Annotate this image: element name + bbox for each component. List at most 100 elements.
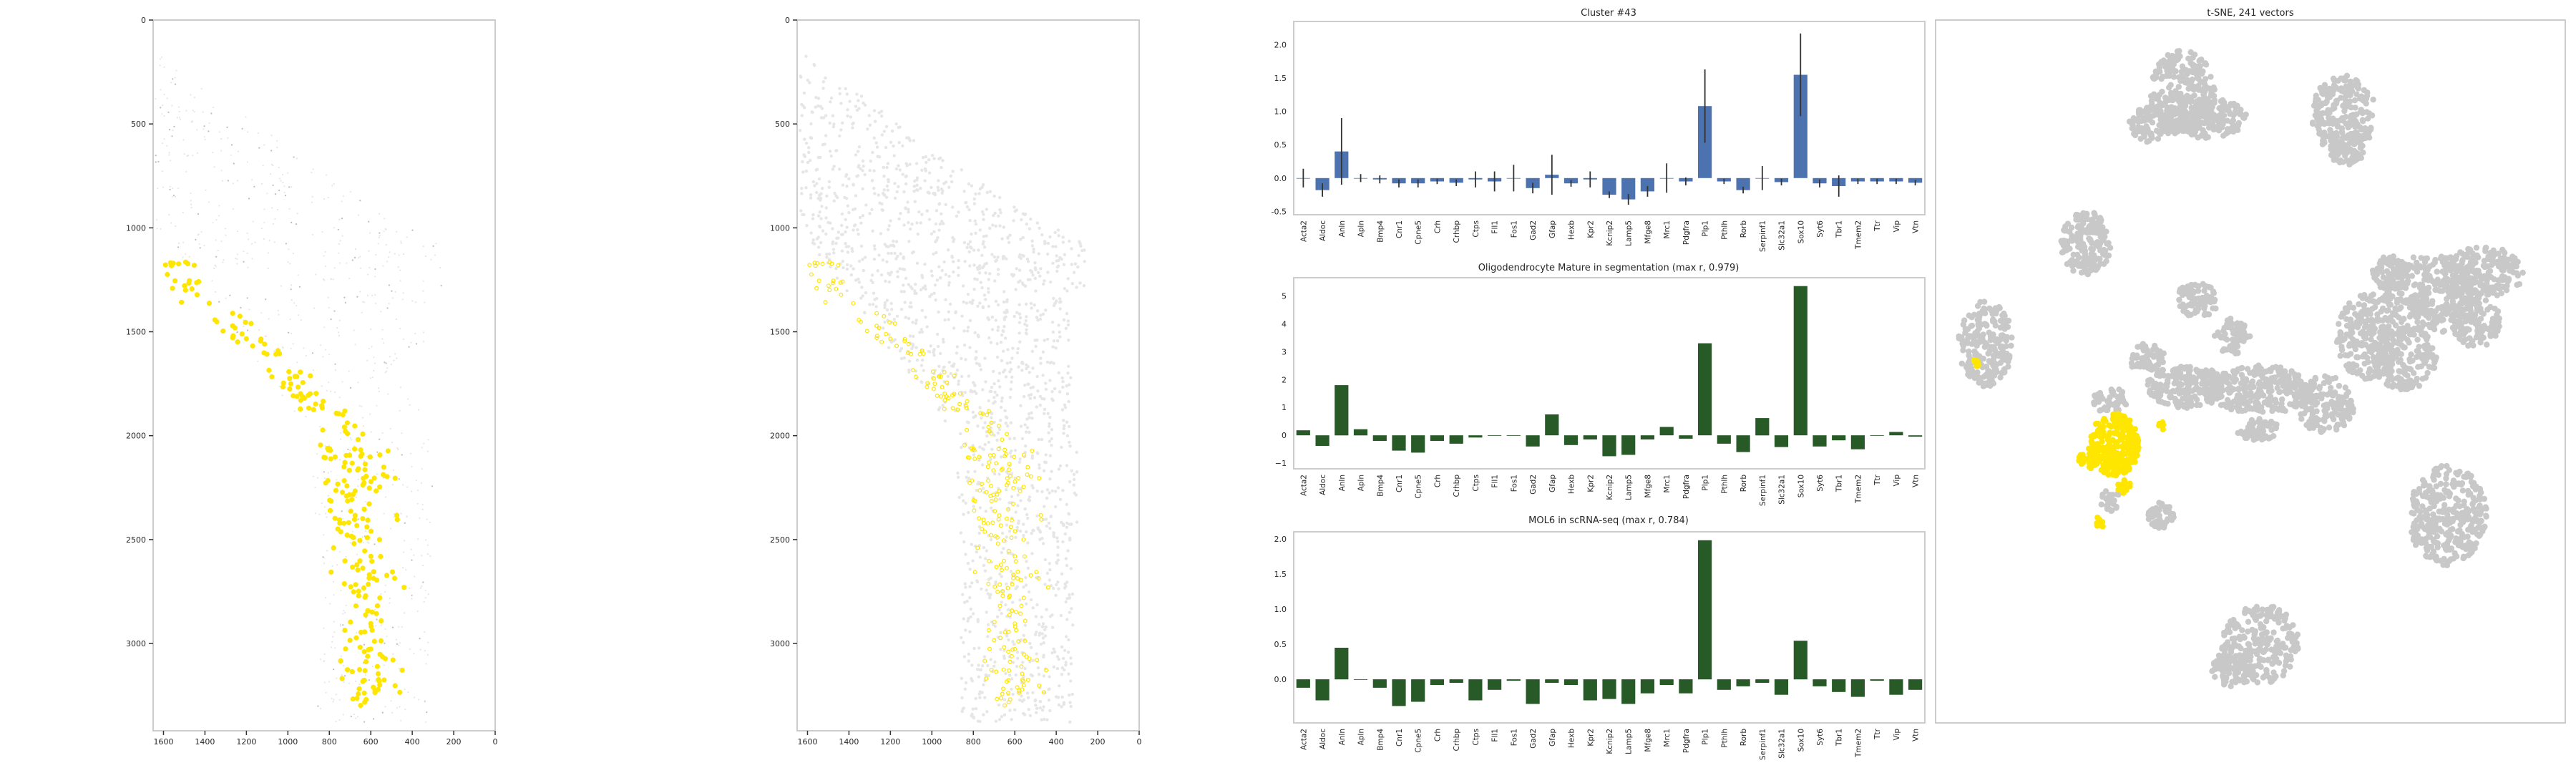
tsne-point (1981, 298, 1988, 305)
tissue-cell (1038, 633, 1041, 637)
tissue-cell (947, 185, 951, 189)
tissue-cell (996, 329, 1000, 332)
highlighted-cell (378, 638, 384, 644)
y-tick-label: 5 (1282, 291, 1287, 301)
y-tick-label: 1 (1282, 403, 1287, 412)
tissue-cell (851, 249, 854, 253)
bar (1679, 679, 1693, 694)
tissue-cell (973, 331, 977, 334)
highlighted-segment (1021, 537, 1026, 542)
highlighted-segment (977, 488, 982, 493)
x-tick-label: Plp1 (1702, 220, 1710, 237)
tissue-cell (825, 194, 829, 198)
x-tick-label: Apln (1357, 729, 1366, 745)
tissue-cell (1056, 264, 1060, 268)
tissue-cell (1048, 709, 1052, 713)
tissue-cell (422, 245, 424, 248)
highlighted-cell (176, 261, 182, 267)
bar (1755, 679, 1770, 683)
tissue-cell (389, 356, 391, 358)
highlighted-cell (371, 638, 377, 644)
tissue-cell (872, 291, 876, 295)
tissue-cell (385, 661, 387, 663)
tsne-point (2204, 104, 2211, 110)
highlighted-segment (1006, 649, 1011, 654)
x-tick-label: Plp1 (1702, 729, 1710, 745)
tissue-cell (1014, 510, 1018, 514)
tissue-cell (1038, 466, 1041, 470)
tissue-cell (961, 593, 965, 596)
highlighted-segment (938, 374, 943, 379)
tsne-point (2164, 104, 2170, 111)
tissue-cell (983, 421, 987, 424)
tissue-cell (365, 674, 367, 676)
x-tick-label: Mrc1 (1663, 475, 1672, 493)
x-tick-label: Fos1 (1510, 475, 1518, 492)
tissue-cell (954, 310, 957, 313)
tissue-cell (934, 222, 938, 226)
tissue-cell (1030, 239, 1034, 243)
tissue-cell (991, 213, 995, 218)
highlighted-cell (357, 538, 363, 543)
x-tick-label: Ttr (1873, 474, 1882, 486)
tissue-cell (263, 221, 265, 224)
tissue-cell (1055, 254, 1058, 258)
tsne-point (2185, 389, 2192, 396)
tissue-cell (1053, 386, 1057, 391)
tissue-cell (1002, 300, 1006, 304)
tissue-cell (834, 241, 838, 245)
tsne-point (2205, 311, 2212, 318)
tissue-cell (1048, 379, 1052, 382)
tissue-cell (1027, 394, 1031, 397)
tissue-cell (431, 485, 434, 487)
tsne-point (1989, 311, 1996, 317)
tissue-cell (1023, 423, 1027, 427)
highlighted-segment (993, 497, 998, 502)
tissue-cell (343, 664, 345, 667)
highlighted-segment (992, 509, 997, 514)
tissue-cell (410, 452, 412, 454)
tissue-cell (802, 91, 806, 95)
tissue-cell (1057, 258, 1060, 263)
tissue-cell (852, 267, 855, 271)
tissue-cell (356, 296, 358, 298)
tissue-cell (883, 306, 887, 310)
tissue-cell (1035, 221, 1039, 225)
tissue-cell (940, 220, 944, 223)
tissue-cell (809, 193, 813, 197)
tsne-point (2146, 137, 2152, 144)
tissue-cell (882, 165, 885, 170)
highlighted-segment (1000, 593, 1005, 598)
tissue-cell (908, 139, 912, 142)
tissue-cell (322, 278, 325, 281)
tissue-cell (425, 539, 427, 541)
tissue-cell (243, 251, 245, 253)
tsne-point (2233, 326, 2240, 333)
tissue-cell (1009, 552, 1013, 555)
tsne-point (2070, 268, 2077, 274)
highlighted-cell (336, 411, 341, 417)
tsne-point (2316, 126, 2322, 132)
tsne-point (2157, 108, 2164, 115)
tissue-cell (971, 410, 975, 414)
tissue-cell (1029, 598, 1033, 602)
highlighted-cell (311, 407, 316, 412)
tissue-cell (1033, 396, 1037, 399)
tsne-point (2196, 372, 2202, 379)
tissue-cell (402, 338, 405, 340)
highlighted-segment (991, 468, 996, 473)
tsne-point (2329, 106, 2336, 112)
tissue-cell (992, 382, 996, 386)
tsne-point (2358, 93, 2365, 99)
tsne-point (2149, 120, 2156, 126)
tissue-cell (970, 232, 973, 236)
highlighted-segment (1010, 647, 1015, 652)
tsne-point (2192, 111, 2198, 117)
highlighted-cell (321, 454, 327, 460)
tissue-cell (345, 555, 347, 558)
tissue-cell (907, 240, 911, 243)
tissue-cell (879, 232, 883, 235)
tissue-cell (293, 410, 296, 412)
tissue-cell (930, 274, 934, 278)
tissue-cell (835, 236, 839, 240)
